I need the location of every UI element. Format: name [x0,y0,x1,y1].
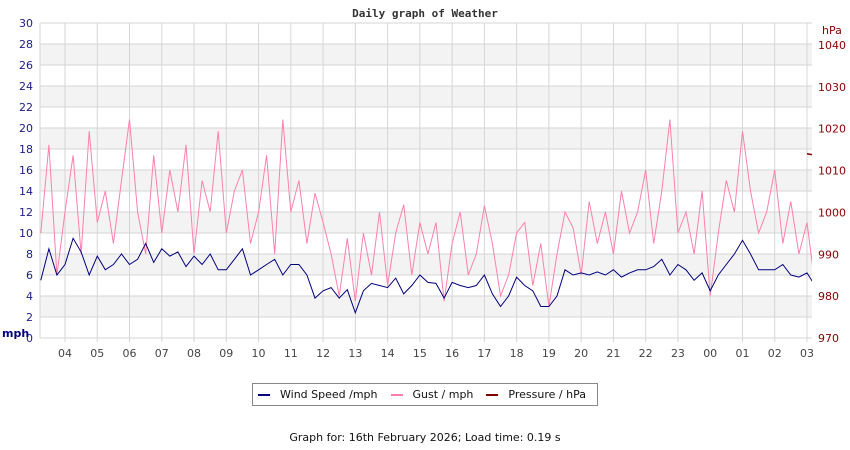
band [40,254,812,275]
right-tick-label: 1010 [818,165,846,178]
wind-swatch [258,393,270,396]
left-tick-label: 4 [26,290,33,303]
weather-chart: Daily graph of Weather 02468101214161820… [2,7,846,360]
right-tick-label: 1030 [818,81,846,94]
band [40,296,812,317]
left-tick-label: 10 [19,227,33,240]
x-tick-label: 16 [445,347,459,360]
x-tick-label: 15 [413,347,427,360]
x-tick-label: 01 [735,347,749,360]
x-tick-label: 13 [348,347,362,360]
gust-series-line [40,119,812,307]
left-tick-label: 2 [26,311,33,324]
right-tick-label: 1000 [818,206,846,219]
footer-info: Graph for: 16th February 2026; Load time… [289,431,561,444]
x-tick-label: 08 [187,347,201,360]
x-tick-label: 20 [574,347,588,360]
legend-item-gust: Gust / mph [390,388,474,401]
x-tick-label: 21 [606,347,620,360]
left-tick-label: 22 [19,101,33,114]
x-tick-label: 23 [671,347,685,360]
x-tick-label: 04 [58,347,72,360]
left-tick-label: 18 [19,143,33,156]
band [40,170,812,191]
legend-label: Wind Speed /mph [280,388,378,401]
left-tick-label: 0 [26,332,33,345]
left-tick-label: 28 [19,38,33,51]
x-tick-label: 18 [510,347,524,360]
right-tick-label: 1040 [818,39,846,52]
x-tick-label: 14 [381,347,395,360]
legend-label: Gust / mph [412,388,474,401]
right-tick-label: 1020 [818,123,846,136]
gust-swatch [390,393,403,396]
legend-label: Pressure / hPa [508,388,586,401]
right-tick-label: 990 [818,248,839,261]
x-axis-ticks: 04 05 06 07 08 09 10 11 12 13 14 15 16 17 18 19 20 21 22 23… [58,347,814,360]
x-tick-label: 09 [219,347,233,360]
band [40,128,812,149]
left-tick-label: 20 [19,122,33,135]
band [40,86,812,107]
x-tick-label: 22 [639,347,653,360]
x-tick-label: 12 [316,347,330,360]
x-tick-label: 10 [252,347,266,360]
band [40,212,812,233]
left-tick-label: 6 [26,269,33,282]
x-tick-label: 06 [123,347,137,360]
gridlines [39,22,812,342]
band [40,44,812,65]
chart-title: Daily graph of Weather [352,7,498,20]
right-tick-label: 980 [818,290,839,303]
x-tick-label: 11 [284,347,298,360]
x-tick-label: 02 [768,347,782,360]
left-tick-label: 14 [19,185,33,198]
x-tick-label: 00 [703,347,717,360]
background-bands [40,23,812,338]
x-tick-label: 05 [90,347,104,360]
left-tick-label: 8 [26,248,33,261]
x-tick-label: 19 [542,347,556,360]
legend-item-pressure: Pressure / hPa [486,388,586,401]
x-tick-label: 17 [477,347,491,360]
x-tick-label: 03 [800,347,814,360]
left-tick-label: 12 [19,206,33,219]
left-axis-label: mph [2,327,29,340]
left-tick-label: 26 [19,59,33,72]
legend: Wind Speed /mph Gust / mph Pressure / hP… [252,383,598,406]
pressure-swatch [486,393,499,396]
left-tick-label: 16 [19,164,33,177]
left-tick-label: 30 [19,17,33,30]
x-tick-label: 07 [155,347,169,360]
wind-speed-series-line [40,237,812,315]
right-axis-ticks: 970 980 990 1000 1010 1020 1030 1040 [818,39,846,345]
right-axis-label: hPa [822,24,842,37]
left-tick-label: 24 [19,80,33,93]
legend-item-wind: Wind Speed /mph [258,388,378,401]
right-tick-label: 970 [818,332,839,345]
